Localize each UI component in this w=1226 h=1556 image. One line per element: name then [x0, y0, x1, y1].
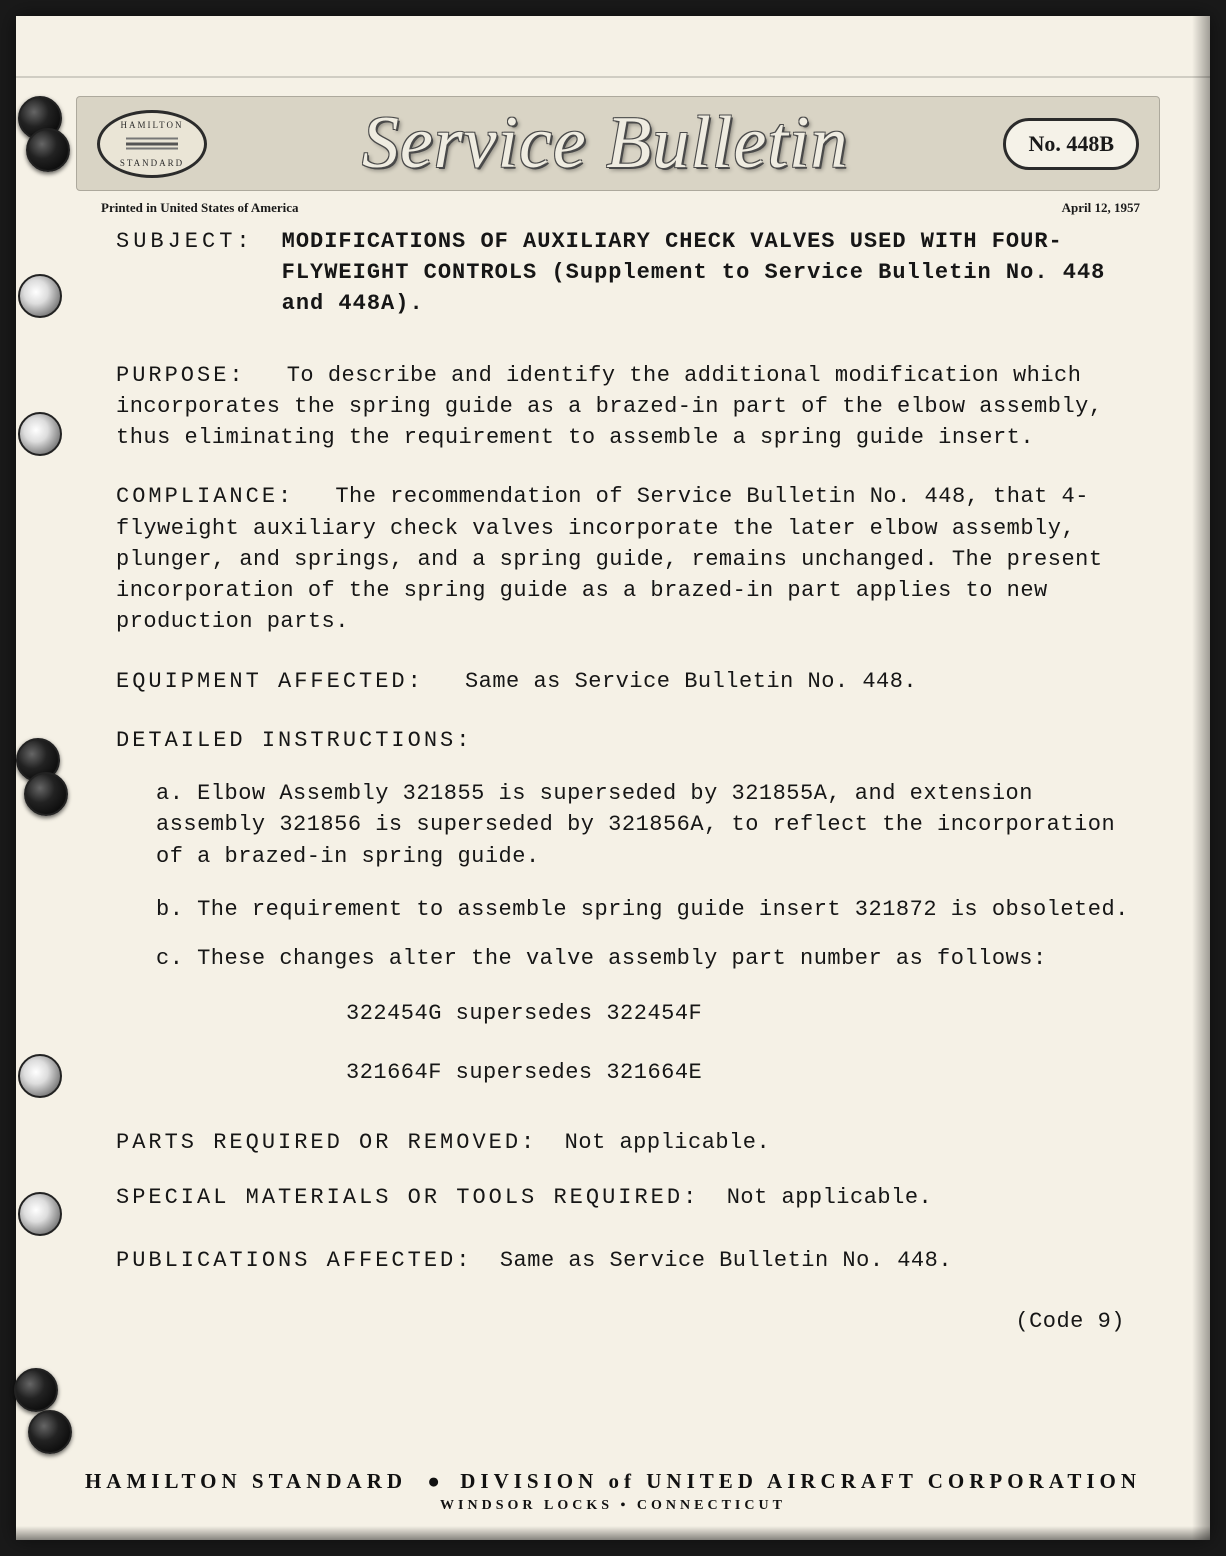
punch-hole — [18, 1054, 62, 1098]
compliance-label: COMPLIANCE: — [116, 484, 294, 509]
publications-label: PUBLICATIONS AFFECTED: — [116, 1248, 472, 1273]
purpose-text: To describe and identify the additional … — [116, 363, 1103, 450]
punch-hole — [24, 772, 68, 816]
printed-in-label: Printed in United States of America — [101, 200, 299, 216]
parts-required-label: PARTS REQUIRED OR REMOVED: — [116, 1130, 537, 1155]
purpose-paragraph: PURPOSE: To describe and identify the ad… — [116, 360, 1135, 454]
punch-hole — [14, 1368, 58, 1412]
document-page: HAMILTON STANDARD Service Bulletin No. 4… — [16, 16, 1210, 1540]
equipment-label: EQUIPMENT AFFECTED: — [116, 669, 424, 694]
punch-hole — [26, 128, 70, 172]
publications-paragraph: PUBLICATIONS AFFECTED: Same as Service B… — [116, 1245, 1135, 1276]
issue-date: April 12, 1957 — [1062, 200, 1140, 216]
subject-label: SUBJECT: — [116, 226, 254, 320]
page-edge-shadow — [1192, 16, 1210, 1540]
part-supersede-2: 321664F supersedes 321664E — [116, 1057, 1135, 1088]
equipment-text: Same as Service Bulletin No. 448. — [465, 669, 917, 694]
logo-text-bottom: STANDARD — [120, 158, 184, 168]
compliance-paragraph: COMPLIANCE: The recommendation of Servic… — [116, 481, 1135, 637]
footer-line-1: HAMILTON STANDARD ● DIVISION of UNITED A… — [16, 1469, 1210, 1494]
parts-required-paragraph: PARTS REQUIRED OR REMOVED: Not applicabl… — [116, 1127, 1135, 1158]
parts-required-text: Not applicable. — [565, 1130, 771, 1155]
page-edge-shadow — [16, 1526, 1210, 1540]
instruction-item-b: b. The requirement to assemble spring gu… — [116, 894, 1135, 925]
instruction-item-a: a. Elbow Assembly 321855 is superseded b… — [116, 778, 1135, 872]
document-body: SUBJECT: MODIFICATIONS OF AUXILIARY CHEC… — [116, 226, 1135, 1450]
detailed-instructions-label: DETAILED INSTRUCTIONS: — [116, 725, 1135, 756]
logo-text-top: HAMILTON — [120, 120, 183, 130]
part-supersede-1: 322454G supersedes 322454F — [116, 998, 1135, 1029]
logo-propeller-icon — [126, 142, 178, 145]
special-materials-label: SPECIAL MATERIALS OR TOOLS REQUIRED: — [116, 1185, 699, 1210]
hamilton-standard-logo: HAMILTON STANDARD — [97, 110, 207, 178]
footer-location: WINDSOR LOCKS • CONNECTICUT — [16, 1498, 1210, 1514]
code-label: (Code 9) — [116, 1306, 1135, 1337]
purpose-label: PURPOSE: — [116, 363, 246, 388]
punch-hole — [18, 412, 62, 456]
bulletin-title: Service Bulletin — [225, 101, 985, 186]
subject-block: SUBJECT: MODIFICATIONS OF AUXILIARY CHEC… — [116, 226, 1135, 320]
punch-hole — [18, 1192, 62, 1236]
footer-bullet-icon: ● — [417, 1469, 450, 1493]
equipment-paragraph: EQUIPMENT AFFECTED: Same as Service Bull… — [116, 666, 1135, 697]
instruction-item-c: c. These changes alter the valve assembl… — [116, 943, 1135, 974]
footer: HAMILTON STANDARD ● DIVISION of UNITED A… — [16, 1469, 1210, 1514]
special-materials-text: Not applicable. — [727, 1185, 933, 1210]
publications-text: Same as Service Bulletin No. 448. — [500, 1248, 952, 1273]
footer-company: HAMILTON STANDARD — [85, 1469, 407, 1493]
special-materials-paragraph: SPECIAL MATERIALS OR TOOLS REQUIRED: Not… — [116, 1182, 1135, 1213]
footer-division: DIVISION of UNITED AIRCRAFT CORPORATION — [460, 1469, 1141, 1493]
subject-text: MODIFICATIONS OF AUXILIARY CHECK VALVES … — [282, 226, 1135, 320]
meta-row: Printed in United States of America Apri… — [101, 200, 1140, 216]
header-band: HAMILTON STANDARD Service Bulletin No. 4… — [76, 96, 1160, 191]
punch-hole — [28, 1410, 72, 1454]
bulletin-number-badge: No. 448B — [1003, 118, 1139, 170]
punch-hole — [18, 274, 62, 318]
